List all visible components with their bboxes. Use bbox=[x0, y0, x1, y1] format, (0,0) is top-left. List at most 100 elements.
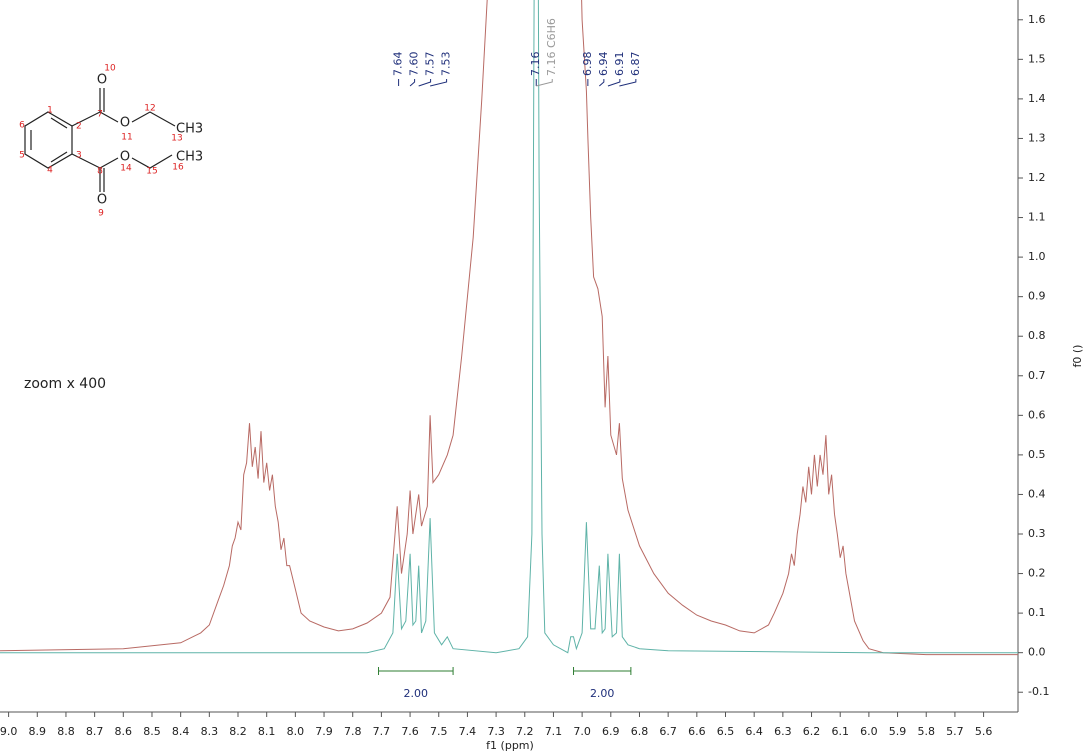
atom-label: O bbox=[97, 73, 107, 88]
y-tick-label: 1.5 bbox=[1028, 52, 1046, 65]
x-tick-label: 8.1 bbox=[258, 725, 276, 738]
x-tick-label: 7.1 bbox=[545, 725, 563, 738]
atom-label: O bbox=[97, 193, 107, 208]
peak-label: 7.60 bbox=[408, 52, 421, 77]
x-tick-label: 7.9 bbox=[315, 725, 333, 738]
atom-number: 10 bbox=[104, 64, 116, 74]
x-tick-label: 7.5 bbox=[430, 725, 448, 738]
peak-label: 7.16 C6H6 bbox=[545, 18, 558, 76]
atom-number: 7 bbox=[97, 110, 103, 120]
peak-label: 7.57 bbox=[424, 52, 437, 77]
y-tick-label: 0.8 bbox=[1028, 329, 1046, 342]
y-tick-label: 0.4 bbox=[1028, 487, 1046, 500]
x-tick-label: 8.3 bbox=[201, 725, 219, 738]
x-tick-label: 8.0 bbox=[287, 725, 305, 738]
atom-number: 3 bbox=[76, 151, 82, 161]
atom-number: 1 bbox=[47, 106, 53, 116]
x-tick-label: 7.7 bbox=[373, 725, 391, 738]
y-tick-label: 1.3 bbox=[1028, 131, 1046, 144]
atom-number: 13 bbox=[171, 134, 182, 144]
atom-number: 5 bbox=[19, 151, 25, 161]
x-tick-label: 7.2 bbox=[516, 725, 534, 738]
y-tick-label: 1.1 bbox=[1028, 211, 1046, 224]
x-tick-label: 8.2 bbox=[229, 725, 247, 738]
x-tick-label: 7.4 bbox=[459, 725, 477, 738]
peak-label: 6.91 bbox=[613, 52, 626, 77]
atom-number: 8 bbox=[97, 167, 103, 177]
x-tick-label: 6.6 bbox=[688, 725, 706, 738]
atom-number: 14 bbox=[120, 164, 132, 174]
x-tick-label: 6.7 bbox=[659, 725, 677, 738]
plot-area bbox=[0, 0, 1018, 656]
spectrum-line bbox=[0, 0, 1018, 656]
x-tick-label: 8.9 bbox=[29, 725, 47, 738]
x-tick-label: 9.0 bbox=[0, 725, 17, 738]
y-tick-label: 0.2 bbox=[1028, 567, 1046, 580]
atom-number: 12 bbox=[144, 104, 155, 114]
y-tick-label: 1.2 bbox=[1028, 171, 1046, 184]
x-tick-label: 6.0 bbox=[860, 725, 878, 738]
benzene-ring bbox=[24, 111, 73, 169]
molecule: O O O O CH3 CH3 1 2 3 4 5 6 7 8 9 10 11 … bbox=[19, 64, 203, 219]
atom-number: 4 bbox=[47, 166, 53, 176]
peak-connector bbox=[536, 79, 553, 87]
x-tick-label: 7.3 bbox=[487, 725, 505, 738]
x-tick-label: 8.7 bbox=[86, 725, 104, 738]
y-tick-label: 1.6 bbox=[1028, 13, 1046, 26]
integral-line bbox=[378, 667, 454, 675]
peak-label: 7.64 bbox=[392, 52, 405, 77]
x-tick-label: 6.8 bbox=[631, 725, 649, 738]
x-tick-label: 5.7 bbox=[946, 725, 964, 738]
y-tick-label: 0.1 bbox=[1028, 606, 1046, 619]
atom-number: 16 bbox=[172, 163, 184, 173]
x-tick-label: 8.5 bbox=[143, 725, 161, 738]
y-tick-label: 0.6 bbox=[1028, 408, 1046, 421]
y-tick-label: 0.5 bbox=[1028, 448, 1046, 461]
y-tick-label: 1.4 bbox=[1028, 92, 1046, 105]
y-tick-label: 0.7 bbox=[1028, 369, 1046, 382]
annotation: zoom x 400 bbox=[24, 376, 106, 392]
peak-connector bbox=[619, 79, 637, 87]
integral-line bbox=[573, 667, 632, 675]
x-tick-label: 6.3 bbox=[774, 725, 792, 738]
x-tick-label: 5.6 bbox=[975, 725, 993, 738]
x-tick-label: 8.6 bbox=[115, 725, 133, 738]
peak-connector bbox=[607, 79, 621, 87]
x-tick-label: 5.8 bbox=[917, 725, 935, 738]
x-tick-label: 7.8 bbox=[344, 725, 362, 738]
x-tick-label: 5.9 bbox=[889, 725, 907, 738]
x-tick-label: 6.5 bbox=[717, 725, 735, 738]
x-tick-label: 6.2 bbox=[803, 725, 821, 738]
atom-number: 6 bbox=[19, 121, 25, 131]
x-tick-label: 6.4 bbox=[745, 725, 763, 738]
integral-label: 2.00 bbox=[404, 687, 429, 700]
peak-connector bbox=[430, 79, 448, 87]
x-tick-label: 7.6 bbox=[401, 725, 419, 738]
x-tick-label: 8.4 bbox=[172, 725, 190, 738]
y-tick-label: 0.9 bbox=[1028, 290, 1046, 303]
peak-connector bbox=[418, 79, 432, 87]
y-tick-label: 1.0 bbox=[1028, 250, 1046, 263]
atom-number: 15 bbox=[146, 167, 157, 177]
atom-label: O bbox=[120, 116, 130, 131]
atom-label: CH3 bbox=[176, 122, 203, 137]
atom-number: 11 bbox=[121, 133, 132, 143]
bonds bbox=[30, 88, 176, 192]
atom-number: 2 bbox=[76, 122, 82, 132]
peak-label: 7.53 bbox=[440, 52, 453, 77]
peak-label: 6.98 bbox=[581, 52, 594, 77]
peak-connector bbox=[598, 79, 605, 87]
y-axis-label: f0 () bbox=[1071, 345, 1084, 368]
y-tick-label: 0.3 bbox=[1028, 527, 1046, 540]
atom-label: CH3 bbox=[176, 150, 203, 165]
peak-connector bbox=[409, 79, 416, 87]
x-tick-label: 6.9 bbox=[602, 725, 620, 738]
x-tick-label: 6.1 bbox=[831, 725, 849, 738]
peak-label: 6.94 bbox=[597, 52, 610, 77]
x-tick-label: 7.0 bbox=[573, 725, 591, 738]
atom-label: O bbox=[120, 150, 130, 165]
peak-label: 6.87 bbox=[629, 52, 642, 77]
atom-number: 9 bbox=[98, 209, 104, 219]
x-axis-label: f1 (ppm) bbox=[486, 739, 534, 752]
